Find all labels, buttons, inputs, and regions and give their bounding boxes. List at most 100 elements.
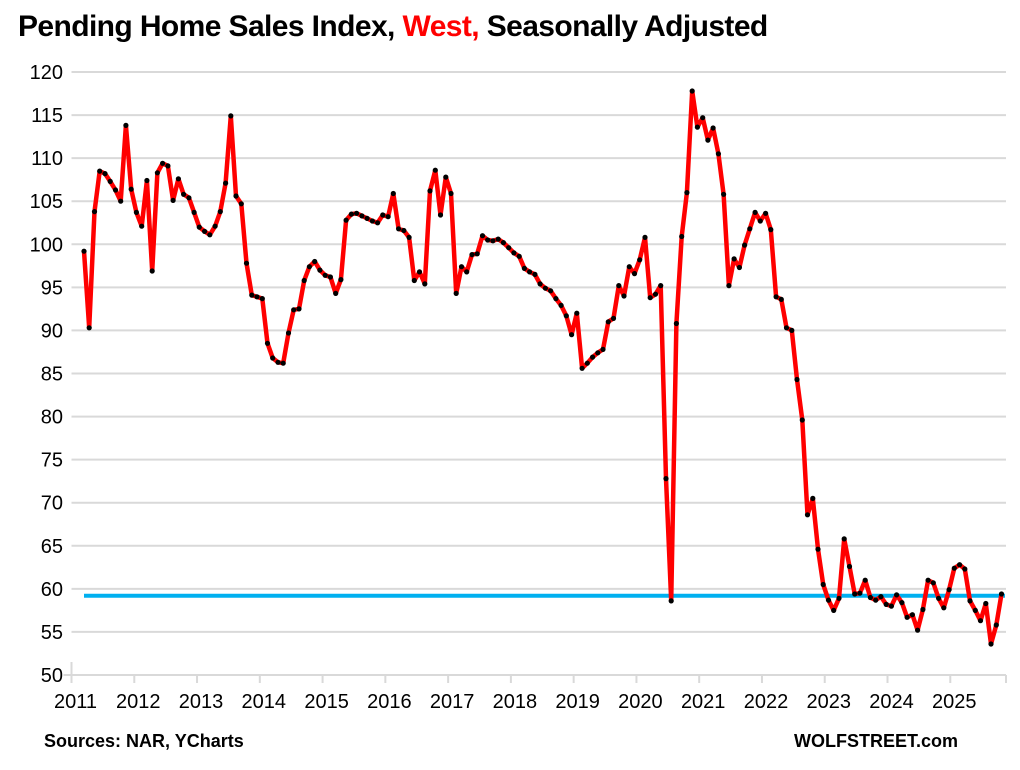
- data-point-marker: [500, 240, 506, 246]
- data-point-marker: [946, 587, 952, 593]
- y-tick-label-60: 60: [41, 579, 63, 601]
- data-point-marker: [165, 163, 171, 169]
- y-tick-label-100: 100: [30, 234, 63, 256]
- data-point-marker: [925, 577, 931, 583]
- data-point-marker: [107, 178, 113, 184]
- data-point-marker: [243, 260, 250, 266]
- data-point-marker: [144, 177, 150, 184]
- data-point-marker: [458, 264, 465, 270]
- x-tick-label-2013: 2013: [179, 691, 224, 713]
- data-point-marker: [259, 296, 265, 302]
- data-point-marker: [249, 292, 255, 298]
- data-point-marker: [553, 296, 559, 302]
- data-point-marker: [841, 536, 847, 542]
- data-point-marker: [752, 209, 758, 215]
- data-point-marker: [936, 595, 942, 601]
- y-tick-label-105: 105: [30, 191, 63, 213]
- data-point-marker: [149, 268, 155, 274]
- data-point-marker: [542, 285, 549, 291]
- data-point-marker: [186, 195, 192, 201]
- data-point-marker: [527, 269, 533, 275]
- data-point-marker: [715, 151, 722, 157]
- data-point-marker: [878, 594, 884, 600]
- x-tick-label-2020: 2020: [618, 691, 663, 713]
- data-point-marker: [495, 236, 501, 242]
- data-point-marker: [191, 209, 197, 215]
- data-point-marker: [170, 197, 176, 203]
- data-point-marker: [532, 271, 538, 277]
- data-point-marker: [590, 354, 596, 360]
- data-point-marker: [558, 302, 564, 308]
- data-point-marker: [102, 171, 108, 177]
- data-point-marker: [223, 180, 229, 186]
- data-point-marker: [637, 257, 643, 263]
- data-point-marker: [773, 294, 779, 300]
- data-point-marker: [909, 612, 916, 618]
- data-point-marker: [406, 234, 412, 240]
- data-point-marker: [312, 258, 318, 265]
- data-point-marker: [899, 600, 905, 606]
- y-tick-label-110: 110: [31, 148, 63, 170]
- data-point-marker: [579, 365, 585, 371]
- data-point-marker: [233, 193, 239, 199]
- chart-title-prefix: Pending Home Sales Index,: [18, 10, 403, 43]
- data-point-marker: [569, 332, 575, 338]
- data-point-marker: [432, 167, 438, 173]
- data-point-marker: [416, 269, 423, 275]
- data-point-marker: [175, 176, 181, 182]
- data-point-marker: [490, 238, 496, 244]
- data-point-marker: [988, 641, 994, 647]
- data-point-marker: [736, 264, 743, 271]
- data-point-marker: [957, 562, 963, 568]
- y-tick-label-80: 80: [41, 407, 63, 429]
- data-point-marker: [951, 565, 957, 571]
- x-tick-label-2023: 2023: [806, 691, 851, 713]
- chart-footer: Sources: NAR, YCharts WOLFSTREET.com: [0, 731, 1020, 761]
- x-tick-label-2017: 2017: [430, 691, 475, 713]
- data-point-marker: [941, 605, 947, 611]
- sources-note: Sources: NAR, YCharts: [44, 731, 244, 751]
- data-point-marker: [275, 359, 281, 365]
- data-point-marker: [920, 606, 926, 613]
- y-tick-label-70: 70: [41, 493, 63, 515]
- data-point-marker: [207, 232, 213, 238]
- x-tick-label-2024: 2024: [869, 691, 914, 713]
- data-point-marker: [217, 209, 223, 215]
- data-point-marker: [778, 296, 784, 302]
- data-point-marker: [516, 253, 522, 259]
- data-point-marker: [264, 340, 271, 346]
- data-point-marker: [359, 213, 365, 219]
- data-point-marker: [453, 290, 459, 296]
- x-tick-label-2018: 2018: [493, 691, 538, 713]
- y-tick-label-90: 90: [41, 320, 63, 342]
- data-point-marker: [437, 212, 444, 218]
- data-point-marker: [86, 325, 92, 331]
- x-tick-label-2019: 2019: [555, 691, 600, 713]
- data-point-marker: [464, 269, 470, 275]
- x-tick-label-2021: 2021: [681, 691, 726, 713]
- y-tick-label-85: 85: [41, 364, 63, 386]
- data-point-marker: [254, 294, 260, 300]
- chart-title-suffix: Seasonally Adjusted: [478, 10, 769, 43]
- data-point-marker: [333, 290, 339, 296]
- data-point-marker: [322, 272, 328, 278]
- data-point-marker: [621, 293, 627, 299]
- y-tick-label-75: 75: [41, 450, 63, 472]
- data-point-marker: [396, 226, 402, 232]
- data-point-marker: [873, 597, 879, 603]
- x-tick-label-2016: 2016: [367, 691, 412, 713]
- data-point-marker: [658, 283, 664, 289]
- data-point-marker: [338, 277, 344, 283]
- chart-title-region-highlight: West,: [402, 10, 480, 43]
- data-point-marker: [443, 174, 449, 180]
- data-point-marker: [977, 618, 984, 624]
- data-point-marker: [448, 190, 454, 197]
- data-point-marker: [831, 607, 837, 614]
- y-tick-label-95: 95: [41, 277, 63, 299]
- data-point-marker: [212, 223, 218, 229]
- data-point-marker: [794, 376, 800, 383]
- data-point-marker: [133, 209, 139, 215]
- data-point-marker: [710, 125, 716, 131]
- data-point-marker: [123, 122, 129, 128]
- data-point-marker: [915, 627, 921, 633]
